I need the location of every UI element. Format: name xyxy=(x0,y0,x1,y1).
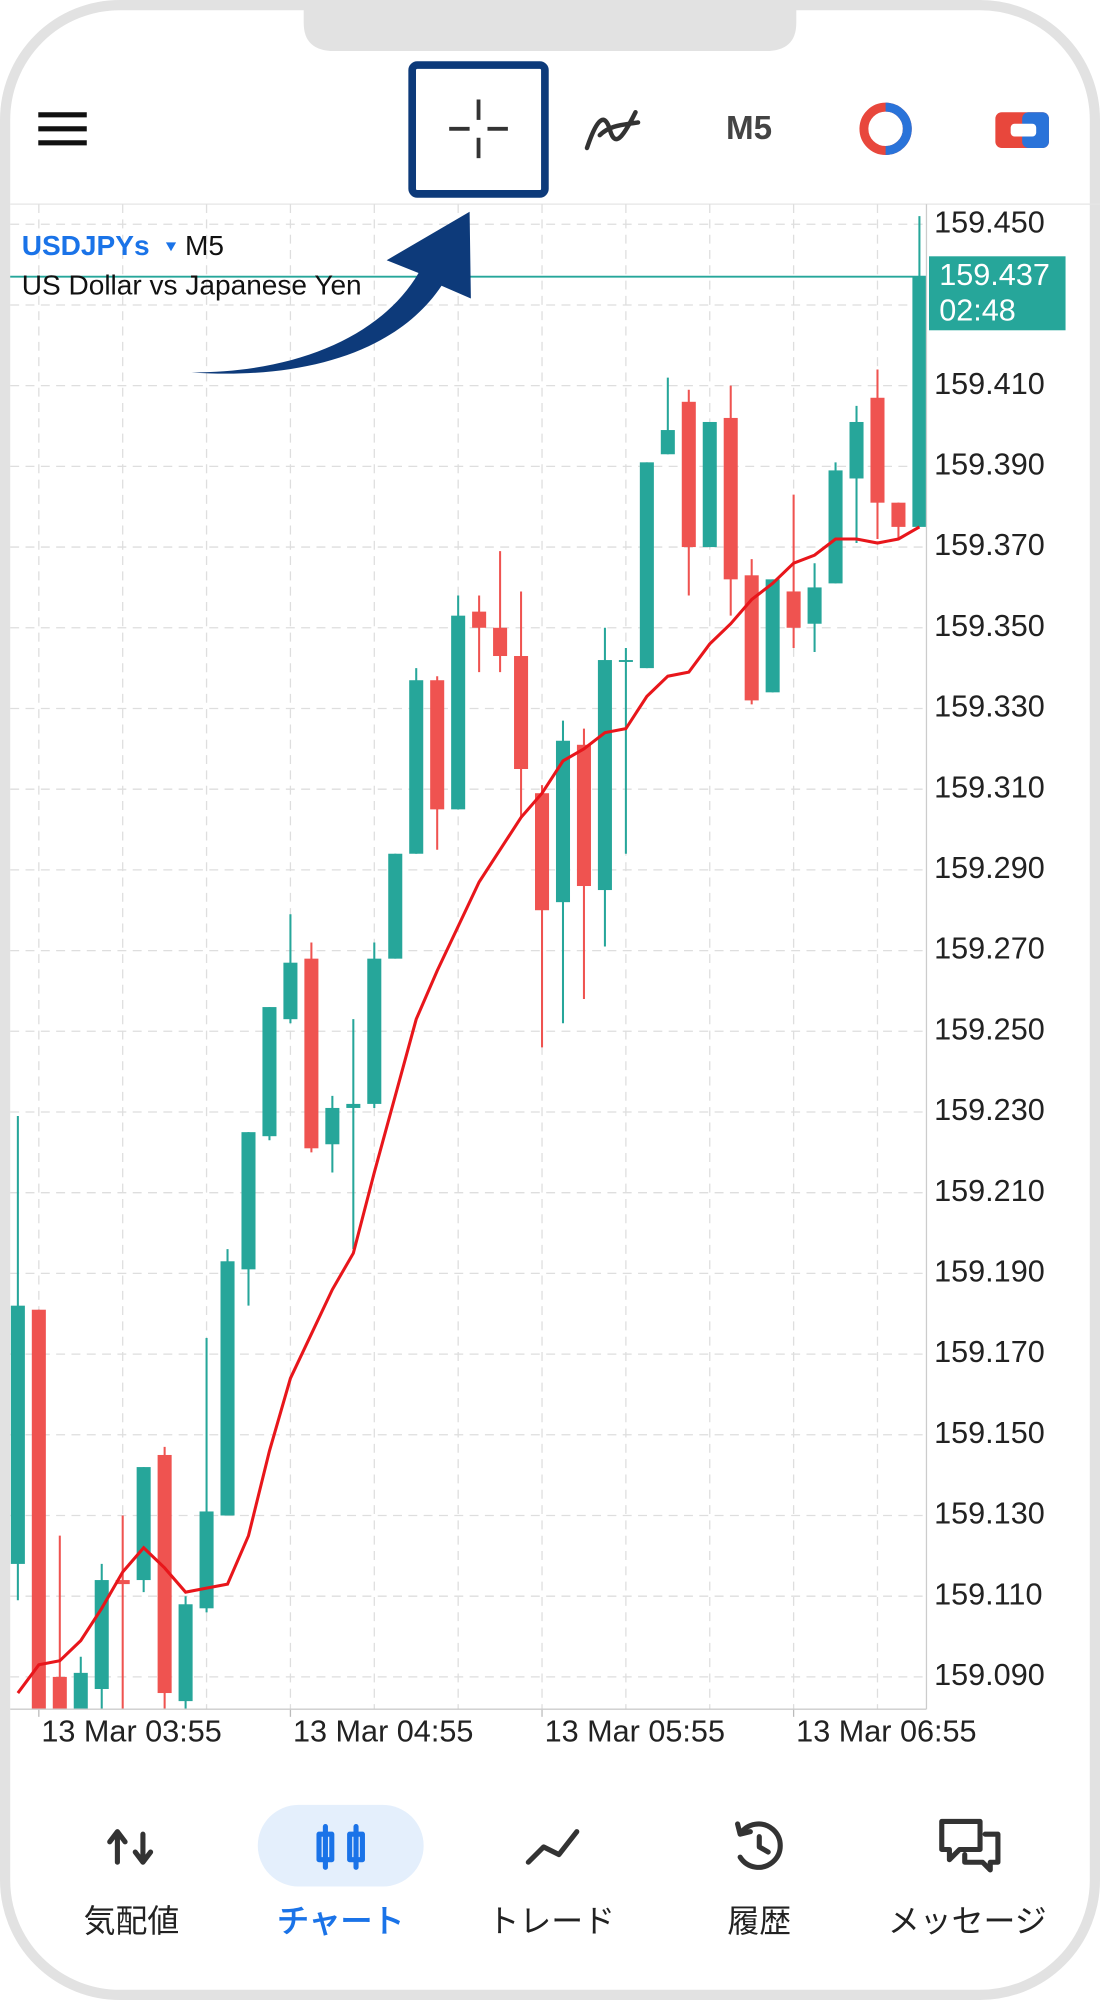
y-tick-label: 159.250 xyxy=(934,1012,1045,1046)
candle-body xyxy=(52,1676,67,1710)
nav-label[interactable]: メッセージ xyxy=(888,1903,1047,1939)
highlight-box xyxy=(408,61,549,198)
candle-body xyxy=(702,421,717,548)
chart-timeframe: M5 xyxy=(185,230,224,261)
x-tick-label: 13 Mar 05:55 xyxy=(545,1715,725,1749)
candle-body xyxy=(451,615,466,810)
symbol-dropdown[interactable] xyxy=(165,242,177,252)
notch xyxy=(303,0,797,52)
y-tick-label: 159.350 xyxy=(934,609,1045,643)
candle-body xyxy=(849,421,864,479)
candle-body xyxy=(430,680,445,810)
candle-body xyxy=(807,587,822,624)
y-tick-label: 159.310 xyxy=(934,770,1045,804)
candle-body xyxy=(472,611,487,628)
symbol-description: US Dollar vs Japanese Yen xyxy=(22,269,362,300)
y-tick-label: 159.210 xyxy=(934,1174,1045,1208)
timeframe-button[interactable]: M5 xyxy=(726,110,772,147)
y-tick-label: 159.170 xyxy=(934,1335,1045,1369)
nav-label[interactable]: チャート xyxy=(277,1903,404,1939)
countdown: 02:48 xyxy=(939,294,1016,328)
bottom-nav: 気配値 チャート トレード 履歴 メッセージ xyxy=(84,1804,1047,1939)
candle-body xyxy=(639,462,654,669)
candle-body xyxy=(73,1672,88,1710)
nav-icon[interactable] xyxy=(316,1823,365,1870)
candle-body xyxy=(388,853,403,959)
candle-body xyxy=(241,1132,256,1270)
candle-body xyxy=(535,793,550,911)
crosshair-button[interactable] xyxy=(449,99,508,159)
y-tick-label: 159.230 xyxy=(934,1093,1045,1127)
candle-body xyxy=(681,401,696,548)
candle-body xyxy=(10,1305,25,1564)
candle-body xyxy=(199,1511,214,1609)
nav-label[interactable]: 気配値 xyxy=(84,1903,180,1939)
candle-body xyxy=(723,417,738,580)
candle-body xyxy=(136,1467,151,1581)
y-tick-label: 159.190 xyxy=(934,1254,1045,1288)
candle-body xyxy=(660,430,675,455)
candle-body xyxy=(912,276,927,527)
nav-icon[interactable] xyxy=(525,1829,580,1865)
y-tick-label: 159.290 xyxy=(934,851,1045,885)
account-button[interactable] xyxy=(995,112,1049,148)
y-tick-label: 159.390 xyxy=(934,447,1045,481)
y-tick-label: 159.370 xyxy=(934,528,1045,562)
nav-label[interactable]: 履歴 xyxy=(727,1903,791,1939)
candle-body xyxy=(325,1107,340,1145)
candle-body xyxy=(220,1261,235,1516)
candle-body xyxy=(178,1604,193,1702)
y-tick-label: 159.330 xyxy=(934,690,1045,724)
candle-body xyxy=(115,1580,130,1585)
candle-body xyxy=(283,962,298,1020)
candle-body xyxy=(891,502,906,527)
candle-body xyxy=(409,680,424,854)
nav-active-pill xyxy=(257,1804,424,1887)
nav-icon[interactable] xyxy=(939,1818,1001,1873)
candle-body xyxy=(555,740,571,903)
x-tick-label: 13 Mar 06:55 xyxy=(796,1715,976,1749)
candle-body xyxy=(618,660,633,662)
candle-body xyxy=(262,1007,277,1137)
x-tick-label: 13 Mar 04:55 xyxy=(293,1715,473,1749)
candle-body xyxy=(828,470,843,584)
candle-body xyxy=(597,660,612,891)
candle-body xyxy=(786,591,801,628)
nav-icon[interactable] xyxy=(107,1829,154,1865)
y-tick-label: 159.150 xyxy=(934,1416,1045,1450)
trade-button[interactable] xyxy=(859,102,912,155)
candle-body xyxy=(765,579,780,693)
symbol[interactable]: USDJPYs xyxy=(22,230,150,261)
y-tick-label: 159.110 xyxy=(934,1577,1042,1611)
candle-body xyxy=(304,958,319,1149)
y-tick-label: 159.410 xyxy=(934,367,1045,401)
candle-body xyxy=(744,575,759,701)
moving-average xyxy=(16,525,921,1694)
indicator-button[interactable] xyxy=(584,110,641,151)
candle-body xyxy=(31,1309,46,1710)
y-tick-label: 159.270 xyxy=(934,932,1045,966)
price-label: 159.437 xyxy=(939,258,1050,292)
candle-body xyxy=(576,744,591,887)
candle-body xyxy=(157,1454,172,1694)
nav-icon[interactable] xyxy=(735,1821,783,1870)
candle-body xyxy=(870,397,885,503)
chart: 159.450159.430159.410159.390159.370159.3… xyxy=(10,204,1066,1749)
candle-body xyxy=(346,1103,361,1108)
candle-body xyxy=(367,958,382,1104)
y-tick-label: 159.090 xyxy=(934,1658,1045,1692)
menu-button[interactable] xyxy=(38,112,87,146)
candle-body xyxy=(493,627,508,657)
price-label-box xyxy=(929,256,1066,331)
candle-body xyxy=(514,656,529,769)
y-tick-label: 159.450 xyxy=(934,205,1045,239)
x-tick-label: 13 Mar 03:55 xyxy=(41,1715,221,1749)
nav-label[interactable]: トレード xyxy=(488,1903,616,1939)
pointer-arrow xyxy=(191,211,471,374)
plot-area xyxy=(10,216,927,1710)
candle-body xyxy=(94,1580,109,1690)
y-tick-label: 159.130 xyxy=(934,1497,1045,1531)
